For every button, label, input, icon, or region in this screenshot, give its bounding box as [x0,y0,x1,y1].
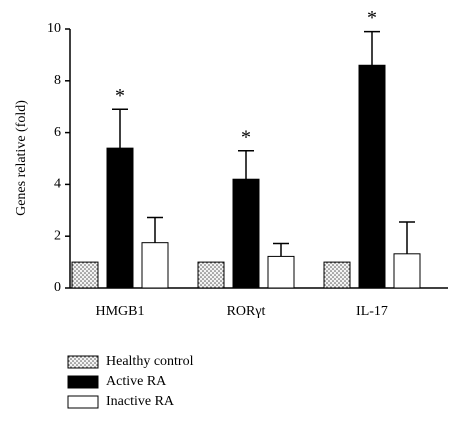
y-tick-label: 10 [47,21,61,36]
significance-marker: * [241,126,251,148]
legend-label: Healthy control [106,354,194,369]
bar [106,147,134,289]
significance-marker: * [115,85,125,107]
bar [197,261,225,289]
y-tick-label: 0 [54,280,61,295]
bar [323,261,351,289]
legend-label: Active RA [106,374,167,389]
x-tick-label: RORγt [227,304,266,319]
legend-swatch [67,355,99,369]
y-tick-label: 2 [54,228,61,243]
bar [267,255,295,289]
y-tick-label: 4 [54,177,61,192]
legend-swatch [67,395,99,409]
bar [358,64,386,289]
error-bar [238,149,254,180]
y-axis-label: Genes relative (fold) [14,100,29,216]
bar [393,253,421,289]
error-bar [273,242,289,257]
error-bar [112,108,128,149]
legend-label: Inactive RA [106,394,175,409]
y-tick-label: 6 [54,125,61,140]
y-tick-label: 8 [54,73,61,88]
x-tick-label: HMGB1 [95,304,144,319]
bar [71,261,99,289]
legend-swatch [67,375,99,389]
x-tick-label: IL-17 [356,304,388,319]
error-bar [399,221,415,254]
bar [232,178,260,289]
significance-marker: * [367,7,377,29]
error-bar [364,30,380,66]
error-bar [147,216,163,243]
bar [141,242,169,289]
